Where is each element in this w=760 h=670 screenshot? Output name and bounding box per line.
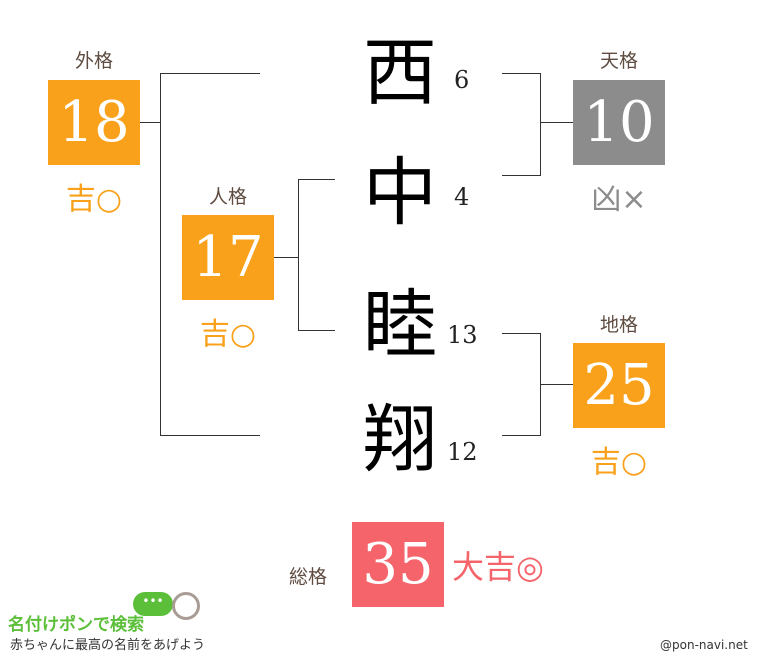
logo-text: 名付けポンで検索 (8, 615, 144, 635)
stroke-count: 12 (447, 438, 478, 466)
name-char: 睦 (363, 282, 437, 368)
stroke-count: 4 (454, 183, 470, 211)
bracket-line (540, 73, 541, 176)
bracket-line (540, 122, 573, 123)
name-char: 西 (363, 30, 437, 116)
bracket-line (160, 435, 260, 436)
bracket-line (298, 179, 299, 331)
bracket-line (502, 73, 540, 74)
baby-face-icon (172, 592, 200, 620)
bracket-line (160, 73, 260, 74)
chikaku-fortune: 吉○ (590, 445, 648, 480)
bracket-line (540, 384, 573, 385)
stroke-count: 6 (454, 66, 470, 94)
bracket-line (160, 73, 161, 436)
tenkaku-fortune: 凶× (591, 182, 647, 217)
jinkaku-fortune: 吉○ (199, 317, 257, 352)
tenkaku-label: 天格 (599, 50, 638, 72)
credit: @pon-navi.net (660, 638, 748, 652)
name-char: 中 (363, 150, 437, 236)
jinkaku-label: 人格 (208, 186, 247, 208)
soukaku-fortune: 大吉◎ (452, 548, 544, 586)
stroke-count: 13 (447, 321, 478, 349)
jinkaku-box: 17 (182, 215, 274, 300)
bracket-line (502, 333, 540, 334)
gaikaku-label: 外格 (74, 50, 113, 72)
tagline: 赤ちゃんに最高の名前をあげよう (10, 638, 206, 653)
bracket-line (502, 435, 540, 436)
bracket-line (502, 175, 540, 176)
bracket-line (298, 179, 335, 180)
name-char: 翔 (363, 397, 437, 483)
gaikaku-fortune: 吉○ (65, 182, 123, 217)
gaikaku-box: 18 (48, 80, 140, 165)
speech-bubble-icon: ••• (133, 592, 173, 616)
chikaku-label: 地格 (599, 314, 638, 336)
soukaku-box: 35 (352, 522, 444, 607)
bracket-line (274, 257, 298, 258)
tenkaku-box: 10 (573, 80, 665, 165)
soukaku-label: 総格 (288, 566, 327, 588)
bracket-line (140, 122, 160, 123)
bracket-line (298, 330, 335, 331)
chikaku-box: 25 (573, 343, 665, 428)
